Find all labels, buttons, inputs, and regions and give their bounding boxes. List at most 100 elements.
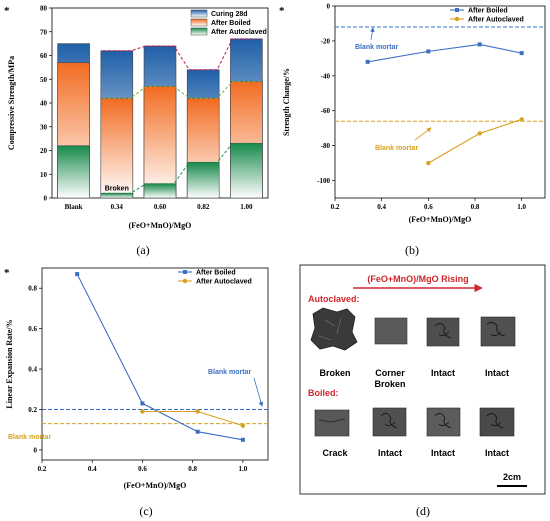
plot-frame: [334, 5, 546, 199]
sample-marking: [434, 413, 452, 429]
sample-intact: [479, 407, 515, 437]
legend-label: After Boiled: [196, 270, 236, 277]
data-point: [75, 272, 80, 277]
autoclaved-sample-label: Broken: [374, 379, 405, 389]
series-line: [76, 273, 243, 441]
autoclaved-sample-label: Intact: [431, 368, 455, 378]
x-tick-label: 0.34: [111, 203, 124, 211]
bar-after-autoclaved: [143, 183, 177, 199]
autoclaved-sample-label: Broken: [319, 368, 350, 378]
data-point: [195, 409, 200, 414]
y-tick-label: 70: [40, 28, 48, 36]
sample-marking: [486, 413, 504, 429]
y-tick-label: 60: [40, 52, 48, 60]
panel-b: * 0.2 0.4 0.6 0.8 1.0 -100 -80 -60 -40 -20 0 Blank m…: [275, 0, 550, 262]
trend-line: [102, 81, 261, 99]
bar-after-autoclaved: [186, 162, 220, 199]
photo-title: (FeO+MnO)/MgO Rising: [367, 274, 468, 284]
reference-line-label: Blank mortar: [208, 369, 251, 376]
plot-frame: [41, 267, 269, 461]
x-tick-label: Blank: [65, 203, 83, 211]
data-point: [240, 423, 246, 428]
sample-crack-line: [318, 418, 346, 423]
x-tick-label: 1.0: [239, 465, 248, 473]
x-axis-label: (FeO+MnO)/MgO: [129, 221, 192, 230]
sample-corner-broken: [374, 317, 408, 345]
panel-d: (FeO+MnO)/MgO Rising Autoclaved: Boiled: Br…: [275, 262, 550, 521]
trend-line: [102, 142, 261, 194]
boiled-sample-label: Intact: [378, 448, 402, 458]
data-point: [140, 401, 145, 406]
data-point: [365, 59, 370, 64]
x-tick-label: 0.2: [38, 465, 47, 473]
legend-label: After Boiled: [468, 8, 508, 15]
y-tick-label: 50: [40, 76, 48, 84]
x-tick-label: 0.8: [471, 203, 480, 211]
y-tick-label: 30: [40, 123, 48, 131]
y-tick-label: 80: [40, 5, 48, 13]
panel-c: * 0.2 0.4 0.6 0.8 1.0 0 0.2 0.4 0.6 0.8 Blank morta…: [0, 262, 275, 521]
legend-marker: [182, 278, 188, 284]
panel-b-star: *: [279, 5, 285, 17]
boiled-sample-label: Intact: [485, 448, 509, 458]
boiled-sample-label: Crack: [322, 448, 348, 458]
legend-label: Curing 28d: [211, 11, 248, 18]
y-tick-label: 0: [327, 3, 331, 11]
sample-fragments: [318, 317, 342, 341]
sample-intact: [372, 407, 407, 437]
data-point: [477, 131, 482, 136]
data-point: [140, 409, 145, 414]
panel-a-star: *: [4, 5, 10, 17]
panel-c-star: *: [4, 267, 10, 279]
x-tick-label: 1.00: [240, 203, 253, 211]
y-tick-label: 10: [40, 171, 48, 179]
x-tick-label: 0.6: [424, 203, 433, 211]
trend-line: [102, 38, 261, 71]
data-point: [240, 437, 245, 442]
section-boiled: Boiled:: [308, 388, 339, 398]
reference-arrow: [253, 377, 264, 407]
reference-arrow: [369, 27, 375, 41]
x-tick-label: 0.8: [188, 465, 197, 473]
y-tick-label: 0: [44, 195, 48, 203]
section-autoclaved: Autoclaved:: [308, 294, 360, 304]
chart-a-compressive-strength: * 0 10 20 30 40 50 60 70 80 Blank 0.34 0.60 0.82 1.00 B…: [4, 5, 269, 257]
data-point: [195, 429, 200, 434]
y-tick-label: -100: [317, 177, 330, 185]
chart-b-strength-change: * 0.2 0.4 0.6 0.8 1.0 -100 -80 -60 -40 -20 0 Blank m…: [279, 3, 546, 257]
annotation-broken: Broken: [105, 185, 129, 192]
photo-panel-samples: (FeO+MnO)/MgO Rising Autoclaved: Boiled: Br…: [299, 264, 546, 518]
sample-crack: [314, 409, 350, 437]
bar-after-autoclaved: [230, 143, 263, 199]
sample-marking: [486, 322, 506, 337]
series-line: [428, 118, 522, 164]
data-point: [519, 117, 524, 122]
autoclaved-sample-label: Corner: [375, 368, 405, 378]
y-tick-label: 0.6: [28, 325, 37, 333]
y-tick-label: 0.8: [28, 285, 37, 293]
data-point: [519, 51, 524, 56]
y-tick-label: -60: [321, 107, 331, 115]
y-tick-label: 20: [40, 147, 48, 155]
y-tick-label: 0.4: [28, 366, 37, 374]
x-axis-label: (FeO+MnO)/MgO: [409, 215, 472, 224]
x-tick-label: 0.4: [88, 465, 97, 473]
panel-c-caption: (c): [139, 504, 152, 518]
x-tick-label: 1.0: [517, 203, 526, 211]
reference-line-label: Blank mortar: [8, 434, 51, 441]
y-axis-label: Linear Expansion Rate/%: [5, 319, 14, 408]
boiled-sample-label: Intact: [431, 448, 455, 458]
x-tick-label: 0.6: [138, 465, 147, 473]
y-axis-label: Compressive Strength/MPa: [7, 56, 16, 150]
bar-after-boiled: [143, 86, 177, 199]
y-tick-label: -20: [321, 37, 331, 45]
legend-label: After Boiled: [211, 20, 251, 27]
bar-after-autoclaved: [100, 192, 134, 199]
data-point: [426, 49, 431, 54]
y-tick-label: -80: [321, 142, 331, 150]
sample-intact: [426, 407, 461, 437]
y-tick-label: 0: [34, 446, 38, 454]
legend-label: After Autoclaved: [468, 17, 524, 24]
autoclaved-sample-label: Intact: [485, 368, 509, 378]
x-tick-label: 0.2: [331, 203, 340, 211]
